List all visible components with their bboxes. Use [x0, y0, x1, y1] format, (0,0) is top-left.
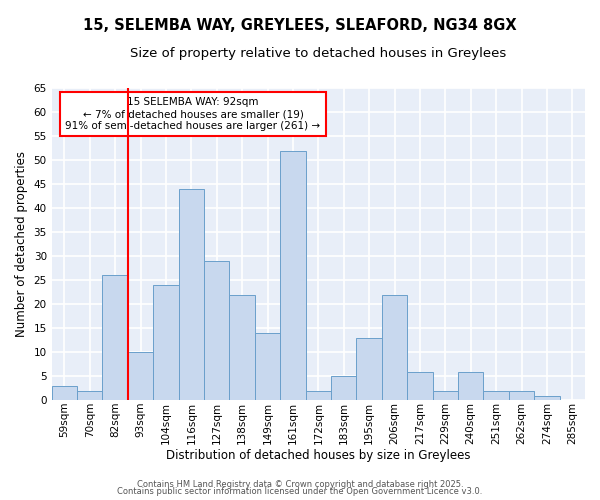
Bar — [509, 391, 534, 400]
Title: Size of property relative to detached houses in Greylees: Size of property relative to detached ho… — [130, 48, 506, 60]
Bar — [331, 376, 356, 400]
Bar — [204, 261, 229, 400]
Bar — [179, 189, 204, 400]
Bar — [153, 285, 179, 401]
Bar — [128, 352, 153, 401]
Bar — [356, 338, 382, 400]
Bar — [52, 386, 77, 400]
Bar — [305, 391, 331, 400]
Bar — [534, 396, 560, 400]
Bar — [103, 276, 128, 400]
X-axis label: Distribution of detached houses by size in Greylees: Distribution of detached houses by size … — [166, 450, 470, 462]
Y-axis label: Number of detached properties: Number of detached properties — [15, 151, 28, 337]
Bar — [458, 372, 484, 400]
Text: 15, SELEMBA WAY, GREYLEES, SLEAFORD, NG34 8GX: 15, SELEMBA WAY, GREYLEES, SLEAFORD, NG3… — [83, 18, 517, 32]
Bar — [77, 391, 103, 400]
Bar — [433, 391, 458, 400]
Bar — [484, 391, 509, 400]
Text: Contains public sector information licensed under the Open Government Licence v3: Contains public sector information licen… — [118, 487, 482, 496]
Text: 15 SELEMBA WAY: 92sqm
← 7% of detached houses are smaller (19)
91% of semi-detac: 15 SELEMBA WAY: 92sqm ← 7% of detached h… — [65, 98, 320, 130]
Bar — [407, 372, 433, 400]
Text: Contains HM Land Registry data © Crown copyright and database right 2025.: Contains HM Land Registry data © Crown c… — [137, 480, 463, 489]
Bar — [255, 333, 280, 400]
Bar — [280, 150, 305, 400]
Bar — [382, 294, 407, 401]
Bar — [229, 294, 255, 401]
